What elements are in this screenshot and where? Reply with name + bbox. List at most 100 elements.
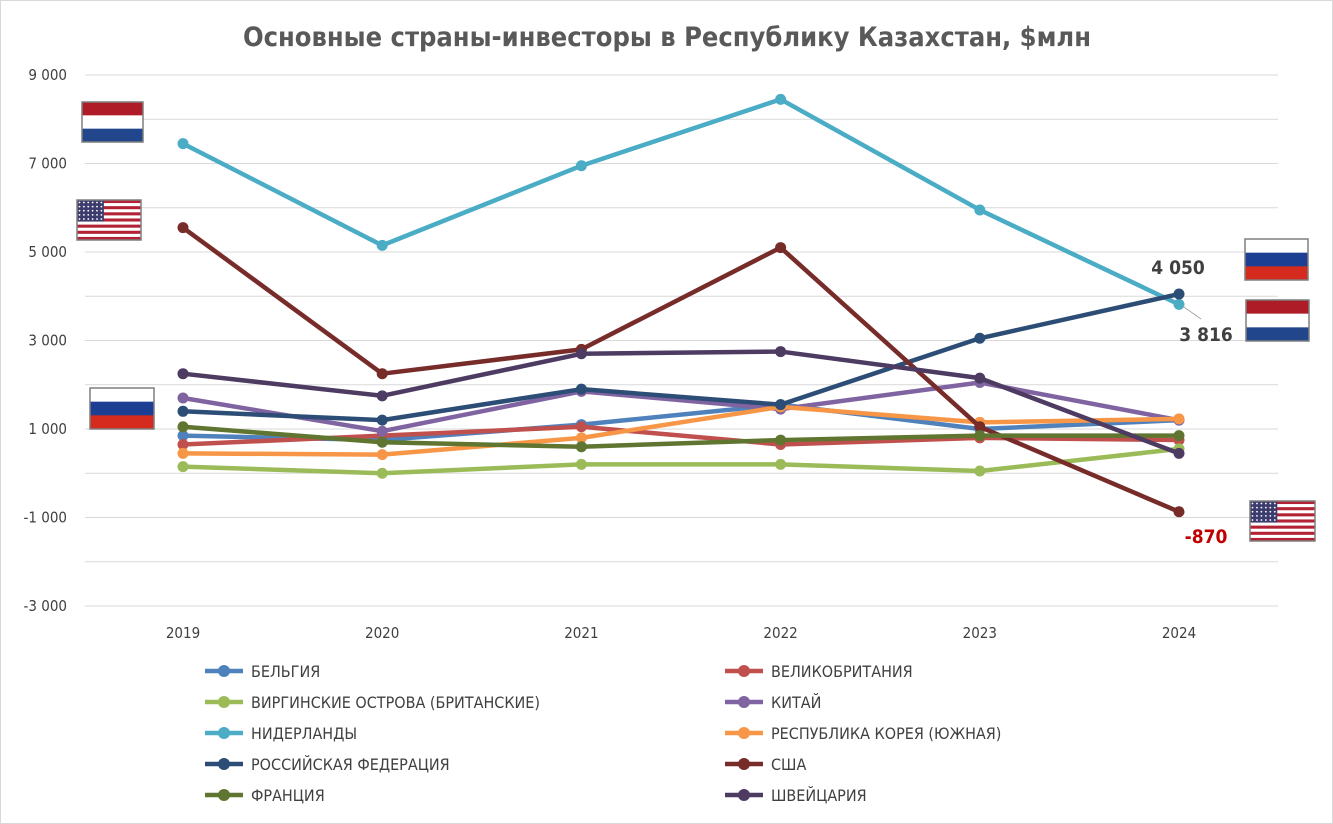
legend-label: ФРАНЦИЯ [251, 786, 325, 805]
legend-label: НИДЕРЛАНДЫ [251, 724, 357, 743]
data-point [376, 390, 388, 402]
data-point [376, 449, 388, 461]
x-tick-label: 2021 [564, 624, 598, 642]
usa-flag-icon [76, 199, 142, 241]
x-axis-ticks: 2019 2020 2021 2022 2023 2024 [166, 624, 1196, 642]
russia-flag-icon [1244, 238, 1309, 281]
series-line [180, 424, 1182, 449]
series-line [180, 404, 1182, 457]
data-label: 3 816 [1179, 324, 1233, 346]
legend-label: ВИРГИНСКИЕ ОСТРОВА (БРИТАНСКИЕ) [251, 693, 540, 712]
legend-label: БЕЛЬГИЯ [251, 662, 320, 681]
data-point [974, 332, 986, 344]
x-tick-label: 2022 [763, 624, 797, 642]
data-point [376, 239, 388, 251]
legend-item-нидерланды: НИДЕРЛАНДЫ [205, 724, 357, 743]
data-point [775, 242, 787, 254]
legend-label: ШВЕЙЦАРИЯ [771, 786, 867, 805]
y-tick-label: 3 000 [28, 332, 67, 350]
data-point [177, 222, 189, 234]
series-lines [177, 93, 1185, 518]
legend-item-китай: КИТАЙ [725, 693, 821, 712]
legend-item-республика-корея-южная: РЕСПУБЛИКА КОРЕЯ (ЮЖНАЯ) [725, 724, 1001, 743]
data-point [775, 346, 787, 358]
data-label: 4 050 [1151, 257, 1205, 279]
data-annotations: 4 050 3 816 -870 [1151, 257, 1233, 548]
legend-label: США [771, 755, 806, 774]
series-line [180, 424, 1182, 447]
legend-marker [738, 758, 750, 770]
data-point [177, 461, 189, 473]
legend-label: РЕСПУБЛИКА КОРЕЯ (ЮЖНАЯ) [771, 724, 1001, 743]
legend-item-швейцария: ШВЕЙЦАРИЯ [725, 786, 867, 805]
legend-item-великобритания: ВЕЛИКОБРИТАНИЯ [725, 662, 913, 681]
legend-marker [218, 665, 230, 677]
legend-marker [738, 696, 750, 708]
series-франция [177, 421, 1185, 453]
y-tick-label: -3 000 [24, 597, 68, 615]
data-point [775, 93, 787, 105]
legend-marker [738, 727, 750, 739]
series-line [180, 291, 1182, 423]
data-point [974, 204, 986, 216]
russia-flag-icon [89, 387, 155, 430]
legend-label: РОССИЙСКАЯ ФЕДЕРАЦИЯ [251, 755, 450, 774]
legend: БЕЛЬГИЯ ВЕЛИКОБРИТАНИЯ ВИРГИНСКИЕ ОСТРОВА … [205, 662, 1001, 805]
data-point [177, 392, 189, 404]
data-point [376, 436, 388, 448]
data-point [1173, 413, 1185, 425]
legend-item-виргинские-острова-британские: ВИРГИНСКИЕ ОСТРОВА (БРИТАНСКИЕ) [205, 693, 540, 712]
legend-item-российская-федерация: РОССИЙСКАЯ ФЕДЕРАЦИЯ [205, 755, 450, 774]
x-tick-label: 2024 [1162, 624, 1196, 642]
x-tick-label: 2020 [365, 624, 399, 642]
data-point [177, 438, 189, 450]
data-point [575, 441, 587, 453]
data-point [775, 434, 787, 446]
y-tick-label: 9 000 [28, 66, 67, 84]
data-point [575, 458, 587, 470]
data-point [177, 447, 189, 459]
data-point [1173, 430, 1185, 442]
chart-title: Основные страны-инвесторы в Республику К… [243, 22, 1091, 53]
x-tick-label: 2019 [166, 624, 200, 642]
data-point [575, 348, 587, 360]
annotation-leader-line [1182, 305, 1202, 320]
data-point [177, 405, 189, 417]
data-point [1173, 447, 1185, 459]
netherlands-flag-icon [81, 101, 144, 143]
series-line [180, 446, 1182, 476]
legend-item-сша: США [725, 755, 806, 774]
data-point [177, 430, 189, 442]
data-point [974, 465, 986, 477]
legend-marker [738, 789, 750, 801]
legend-marker [218, 789, 230, 801]
data-point [575, 432, 587, 444]
gridlines [85, 74, 1278, 607]
legend-marker [218, 696, 230, 708]
data-point [1173, 506, 1185, 518]
data-point [575, 160, 587, 172]
y-tick-label: 7 000 [28, 155, 67, 173]
usa-flag-icon [1249, 500, 1316, 542]
x-tick-label: 2023 [963, 624, 997, 642]
y-tick-label: 1 000 [28, 420, 67, 438]
data-point [1173, 298, 1185, 310]
netherlands-flag-icon [1245, 299, 1310, 342]
data-point [376, 425, 388, 437]
y-axis-ticks: -3 000 -1 000 1 000 3 000 5 000 7 000 9 000 [24, 66, 68, 615]
data-point [974, 430, 986, 442]
data-point [575, 383, 587, 395]
data-point [974, 372, 986, 384]
y-tick-label: 5 000 [28, 243, 67, 261]
series-line [180, 225, 1182, 514]
data-point [376, 467, 388, 479]
data-point [575, 421, 587, 433]
data-point [974, 421, 986, 433]
series-швейцария [177, 346, 1185, 459]
data-point [775, 399, 787, 411]
legend-label: КИТАЙ [771, 693, 821, 712]
data-label: -870 [1185, 526, 1228, 548]
data-point [177, 421, 189, 433]
